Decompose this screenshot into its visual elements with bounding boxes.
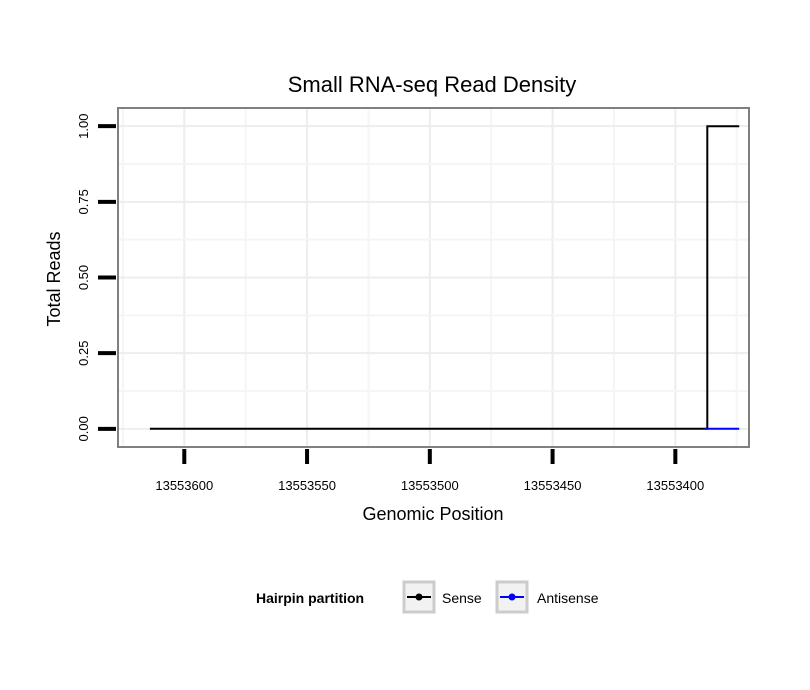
y-tick-label: 0.50 — [76, 265, 91, 290]
x-axis-title: Genomic Position — [362, 504, 503, 524]
plot-border — [117, 107, 750, 448]
legend: Hairpin partition Sense Antisense — [256, 580, 599, 614]
x-tick-label: 13553400 — [646, 478, 704, 493]
x-tick-label: 13553450 — [524, 478, 582, 493]
y-tick-label: 0.25 — [76, 341, 91, 366]
y-axis: 0.00 0.25 0.50 0.75 1.00 — [76, 114, 116, 441]
x-axis: 13553600 13553550 13553500 13553450 13553400 — [155, 449, 704, 493]
legend-title: Hairpin partition — [256, 590, 364, 606]
grid-lines — [118, 108, 749, 447]
legend-item-sense: Sense — [402, 580, 482, 614]
x-tick-label: 13553500 — [401, 478, 459, 493]
y-axis-title: Total Reads — [44, 231, 64, 326]
x-tick-label: 13553550 — [278, 478, 336, 493]
legend-label: Antisense — [537, 590, 599, 606]
x-tick-label: 13553600 — [155, 478, 213, 493]
legend-key-point — [415, 593, 423, 601]
series-layer — [149, 125, 740, 430]
legend-key-point — [508, 593, 516, 601]
y-tick-label: 0.75 — [76, 189, 91, 214]
y-tick-label: 1.00 — [76, 114, 91, 139]
legend-label: Sense — [442, 590, 482, 606]
y-tick-label: 0.00 — [76, 416, 91, 441]
legend-item-antisense: Antisense — [495, 580, 599, 614]
chart-title: Small RNA-seq Read Density — [288, 72, 577, 97]
